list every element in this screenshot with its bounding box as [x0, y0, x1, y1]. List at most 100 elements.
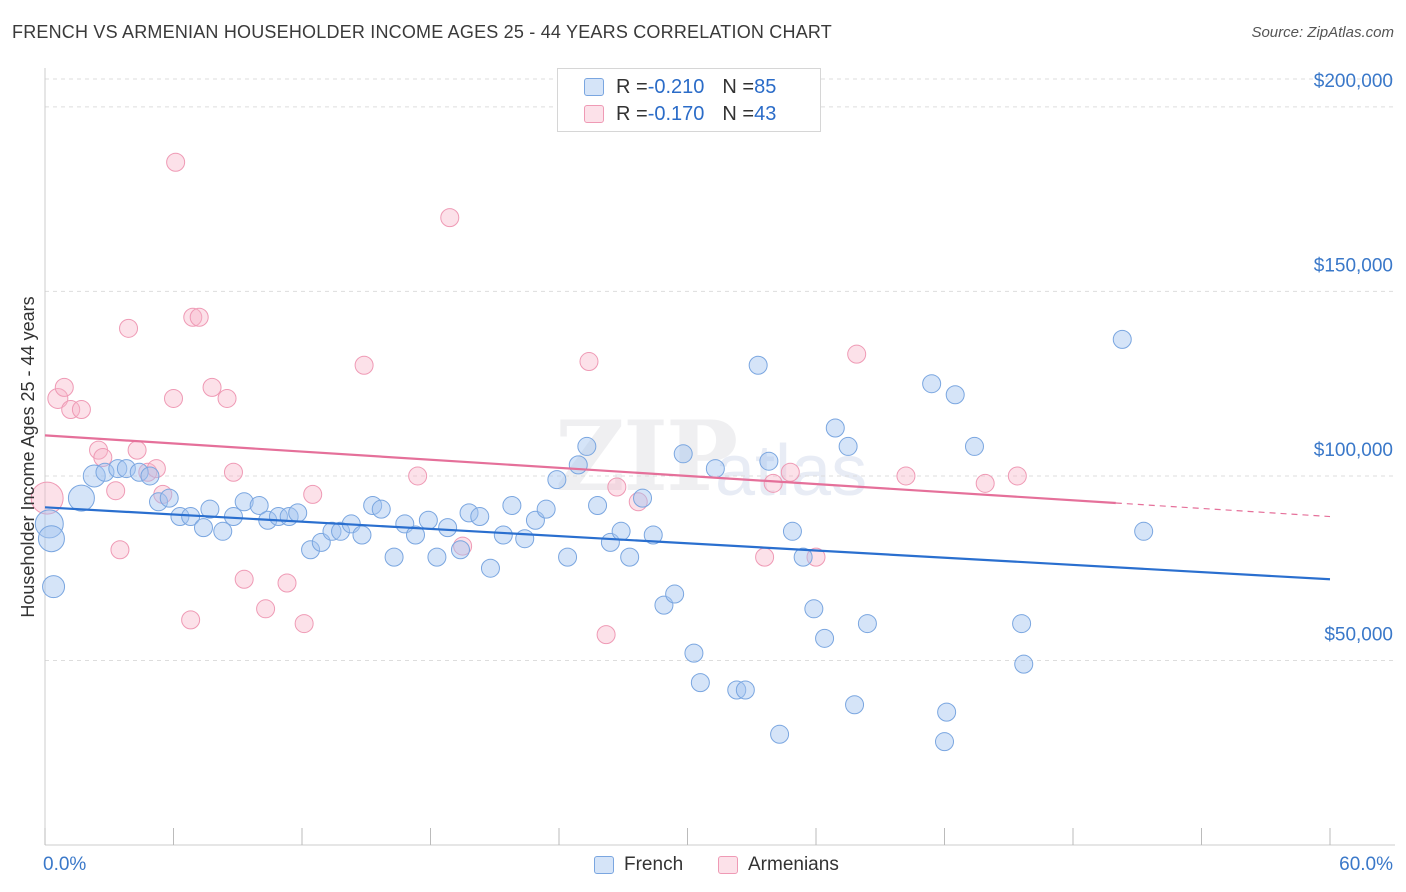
armenians-r-value: -0.170: [647, 102, 705, 125]
armenian-point: [579, 352, 599, 372]
french-point: [568, 455, 588, 475]
french-legend-label: French: [624, 854, 684, 875]
french-point: [384, 547, 404, 567]
armenian-point: [256, 599, 276, 619]
french-point: [213, 521, 233, 541]
french-point: [815, 628, 835, 648]
french-point: [643, 525, 663, 545]
french-point: [611, 521, 631, 541]
armenians-n-label: N =: [722, 102, 755, 125]
french-point: [427, 547, 447, 567]
french-point: [249, 495, 269, 515]
french-trend-line: [44, 506, 1331, 581]
french-point: [459, 503, 479, 523]
x-tick-label: 0.0%: [43, 854, 86, 875]
armenian-point: [217, 388, 237, 408]
french-point: [502, 495, 522, 515]
french-point: [937, 702, 957, 722]
french-point: [536, 499, 556, 519]
armenian-point: [277, 573, 297, 593]
armenian-point: [181, 610, 201, 630]
french-points: [34, 329, 1154, 752]
y-tick-label: $50,000: [1324, 624, 1393, 645]
tick-labels: $50,000 $100,000 $150,000 $200,000 0.0% 60.0%…: [18, 71, 1393, 875]
chart-title: FRENCH VS ARMENIAN HOUSEHOLDER INCOME AG…: [12, 22, 832, 42]
french-point: [480, 558, 500, 578]
armenian-point: [93, 448, 113, 467]
french-point: [558, 547, 578, 567]
french-point: [857, 614, 877, 634]
french-n-value: 85: [754, 75, 777, 98]
french-point: [845, 695, 865, 715]
french-n-label: N =: [722, 75, 755, 98]
armenian-point: [607, 477, 627, 497]
french-point: [301, 540, 321, 560]
armenian-point: [106, 481, 126, 501]
armenian-point: [596, 625, 616, 645]
armenian-point: [166, 152, 186, 172]
french-point: [793, 547, 813, 567]
armenian-trend-line: [44, 434, 1116, 505]
armenian-point: [223, 462, 243, 482]
y-tick-label: $100,000: [1314, 440, 1393, 461]
y-axis-label: Householder Income Ages 25 - 44 years: [18, 296, 38, 617]
french-point: [470, 507, 490, 527]
armenian-point: [763, 473, 783, 493]
armenian-point: [47, 387, 69, 409]
armenian-point: [896, 466, 916, 486]
armenians-r-label: R =: [616, 102, 648, 125]
armenian-point: [61, 400, 81, 420]
legend-row-french: R = -0.210 N = 85: [584, 74, 776, 100]
french-point: [705, 459, 725, 479]
french-r-label: R =: [616, 75, 648, 98]
axes: [44, 68, 1395, 846]
armenian-point: [54, 377, 74, 397]
french-point: [838, 436, 858, 456]
armenian-point: [119, 318, 139, 338]
french-point: [149, 492, 169, 512]
armenian-point: [234, 569, 254, 589]
french-point: [825, 418, 845, 438]
french-r-value: -0.210: [647, 75, 705, 98]
french-point: [37, 525, 65, 553]
french-point: [129, 462, 149, 482]
french-point: [288, 503, 308, 523]
french-point: [577, 436, 597, 456]
french-point: [438, 518, 458, 538]
armenian-trend-extension: [1115, 502, 1331, 518]
french-point: [1134, 521, 1154, 541]
french-point: [67, 484, 95, 512]
armenians-swatch: [584, 105, 604, 123]
french-point: [140, 466, 160, 486]
french-point: [170, 507, 190, 527]
armenian-point: [975, 473, 995, 493]
french-point: [964, 436, 984, 456]
source-label: Source: ZipAtlas.com: [1251, 24, 1394, 41]
french-point: [922, 374, 942, 394]
french-point: [673, 444, 693, 464]
bottom-legend-armenians: Armenians: [718, 853, 839, 877]
trend-lines: [44, 434, 1331, 581]
french-legend-swatch: [594, 856, 614, 874]
armenian-point: [164, 388, 183, 408]
armenians-legend-swatch: [718, 856, 738, 874]
armenian-point: [30, 481, 64, 515]
french-point: [515, 529, 535, 549]
french-point: [1014, 654, 1034, 674]
french-point: [620, 547, 640, 567]
correlation-legend: R = -0.210 N = 85 R = -0.170 N = 43: [557, 68, 821, 132]
french-point: [34, 509, 64, 539]
armenians-legend-label: Armenians: [748, 854, 839, 875]
french-point: [82, 464, 106, 488]
french-point: [748, 355, 768, 375]
watermark-atlas: atlas: [715, 430, 867, 512]
french-point: [116, 459, 136, 479]
french-point: [234, 492, 254, 512]
armenian-point: [780, 462, 800, 482]
french-point: [331, 521, 351, 541]
french-point: [770, 724, 790, 744]
french-point: [42, 575, 66, 599]
armenian-point: [71, 400, 91, 420]
armenian-point: [183, 307, 203, 327]
